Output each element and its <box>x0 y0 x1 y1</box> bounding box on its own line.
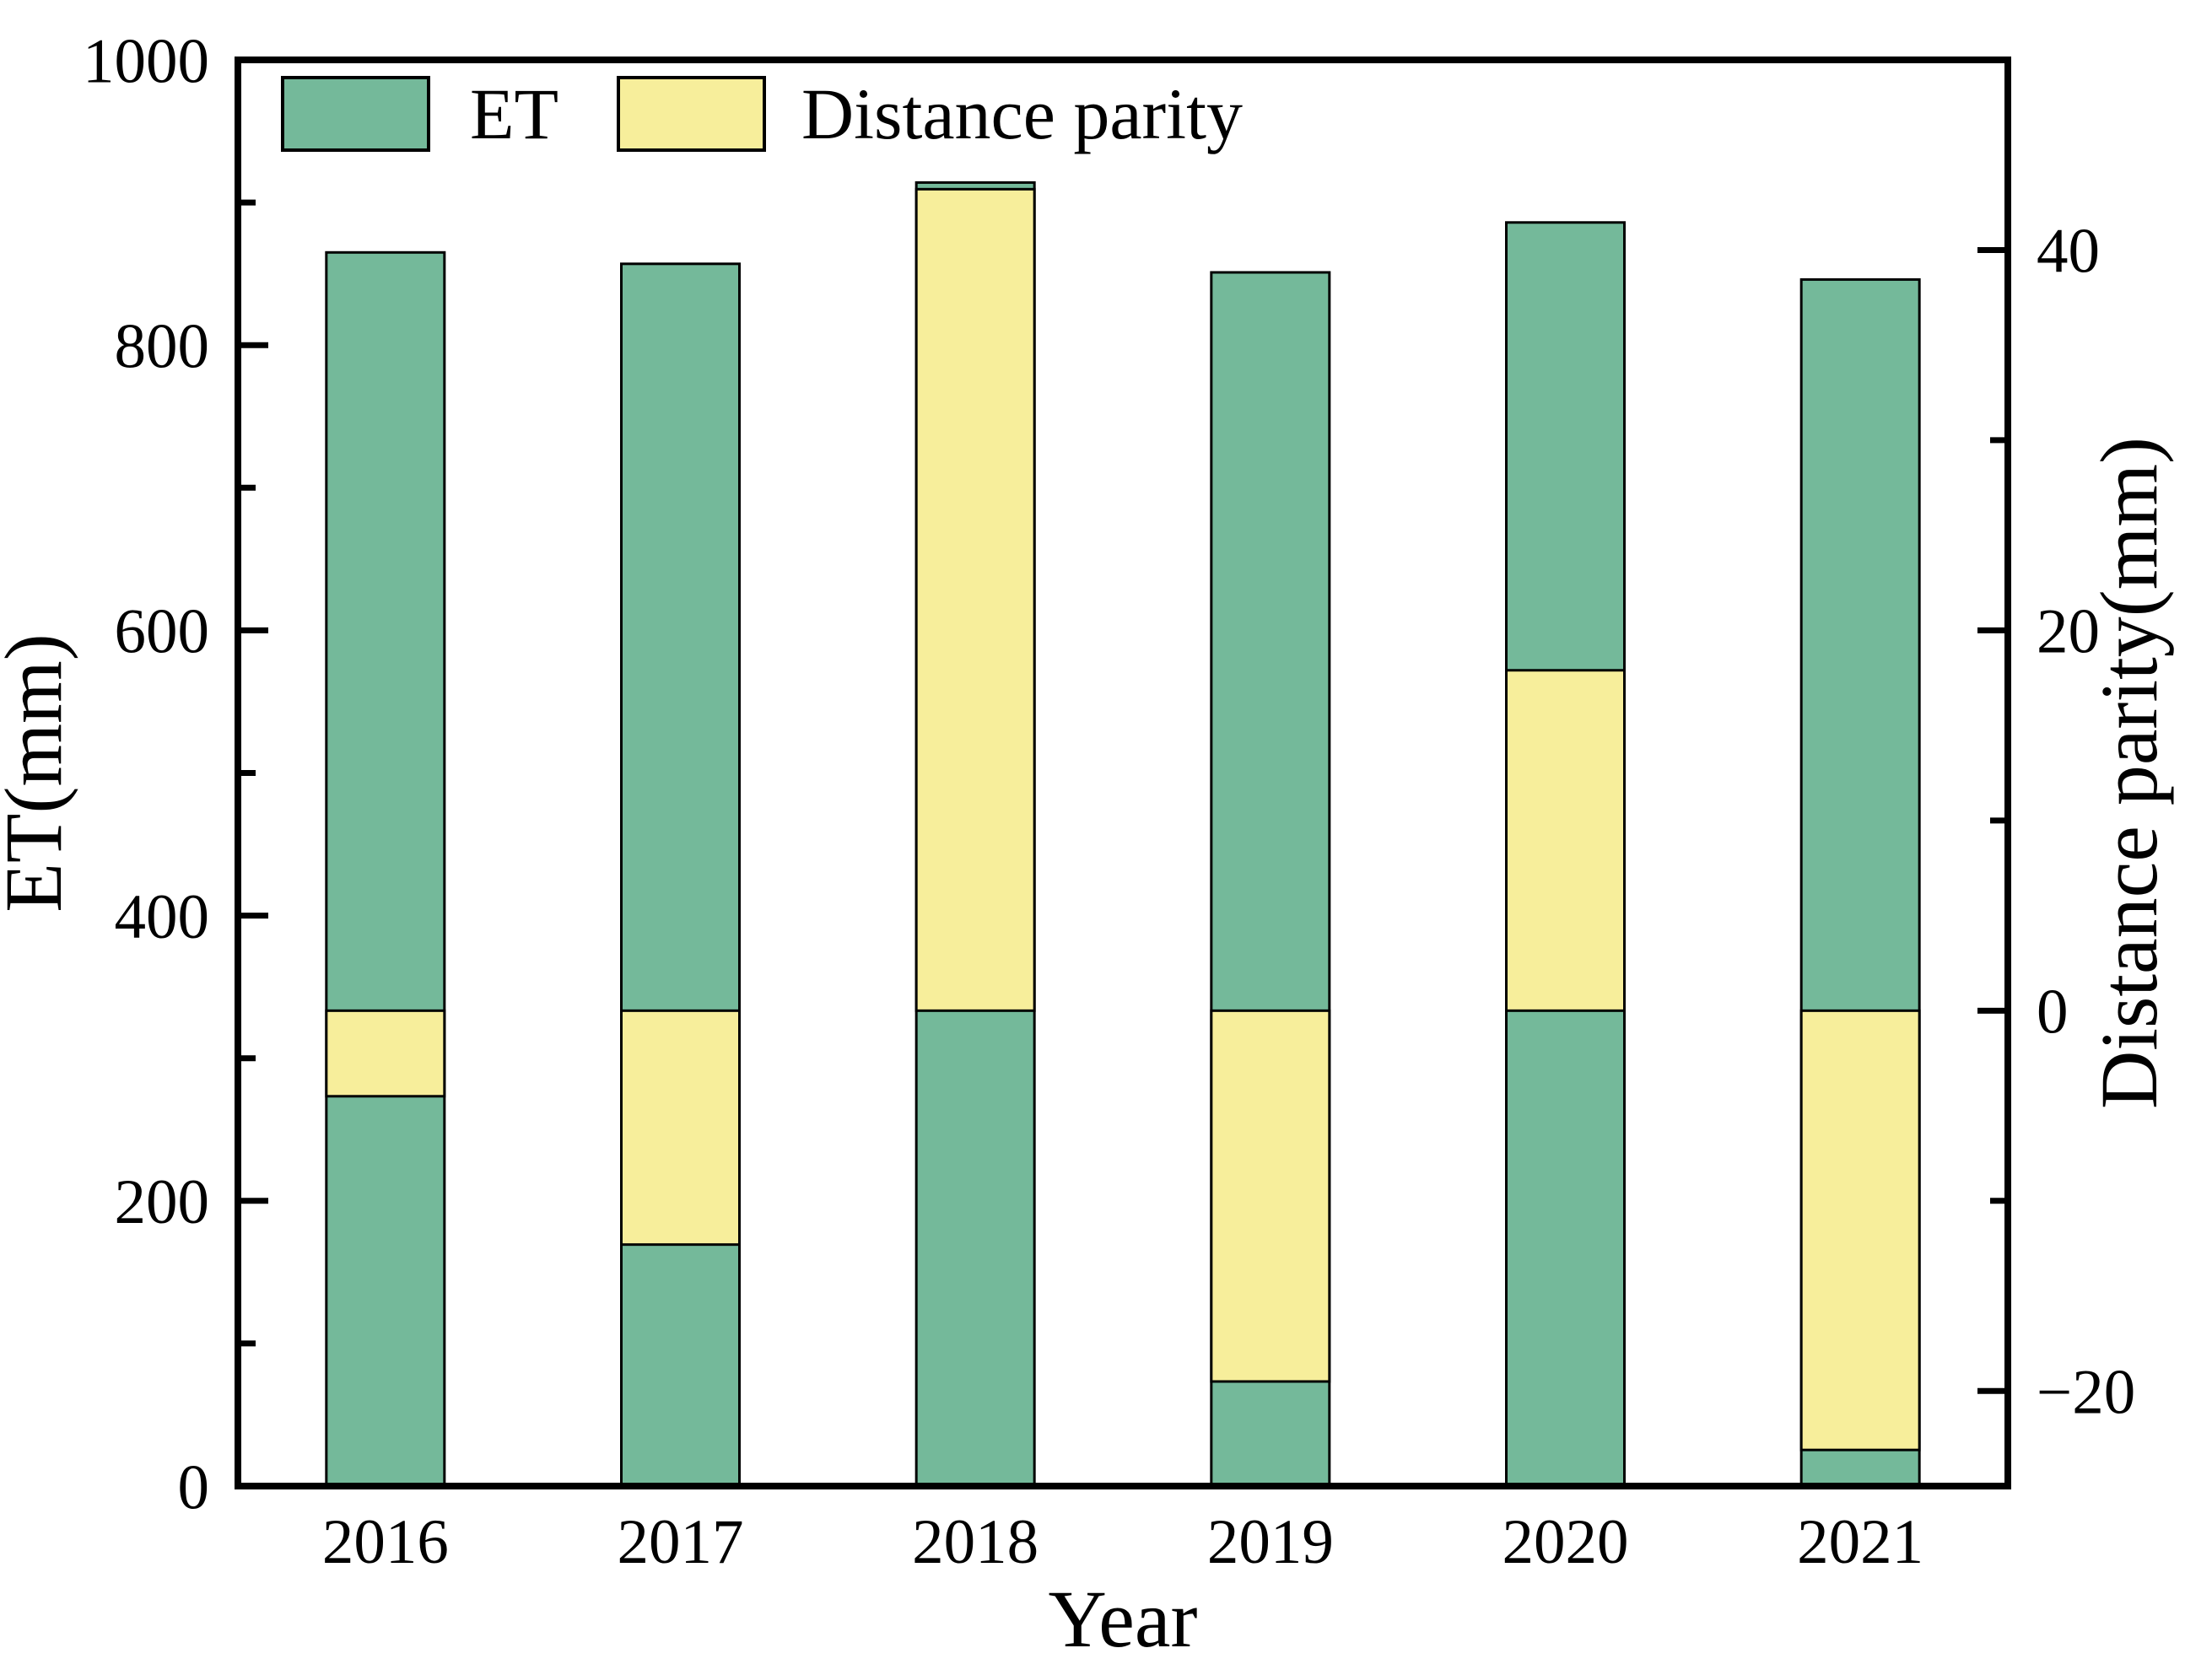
left-axis-title: ET(mm) <box>0 633 78 913</box>
x-axis-title: Year <box>1049 1574 1198 1664</box>
bar-et-2017 <box>620 262 741 1488</box>
bar-distance-parity-2019 <box>1210 1009 1331 1383</box>
x-tick-label-2019: 2019 <box>1207 1507 1334 1577</box>
legend-label-et: ET <box>470 73 558 154</box>
left-tick-label-1000: 1000 <box>83 26 209 96</box>
left-tick-label-0: 0 <box>178 1452 210 1522</box>
right-tick-label-0: 0 <box>2037 978 2069 1048</box>
bar-distance-parity-2016 <box>325 1009 446 1098</box>
legend-label-distance-parity: Distance parity <box>801 73 1243 154</box>
right-axis-title: Distance parity(mm) <box>2084 437 2174 1109</box>
right-tick-label--20: −20 <box>2037 1358 2135 1428</box>
legend-swatch-distance-parity <box>617 76 766 152</box>
left-tick-label-400: 400 <box>115 882 210 952</box>
legend-swatch-et <box>281 76 430 152</box>
x-tick-label-2016: 2016 <box>322 1507 449 1577</box>
bar-et-2016 <box>325 250 446 1488</box>
bar-distance-parity-2017 <box>620 1009 741 1247</box>
right-tick-label-20: 20 <box>2037 597 2100 667</box>
left-tick-label-200: 200 <box>115 1167 210 1237</box>
left-tick-label-800: 800 <box>115 311 210 381</box>
x-tick-label-2020: 2020 <box>1503 1507 1629 1577</box>
left-tick-label-600: 600 <box>115 597 210 667</box>
bar-distance-parity-2021 <box>1799 1009 1921 1451</box>
bar-distance-parity-2018 <box>914 187 1036 1012</box>
x-tick-label-2018: 2018 <box>912 1507 1039 1577</box>
x-tick-label-2021: 2021 <box>1797 1507 1923 1577</box>
bar-distance-parity-2020 <box>1505 669 1626 1012</box>
right-tick-label-40: 40 <box>2037 217 2100 287</box>
x-tick-label-2017: 2017 <box>618 1507 744 1577</box>
